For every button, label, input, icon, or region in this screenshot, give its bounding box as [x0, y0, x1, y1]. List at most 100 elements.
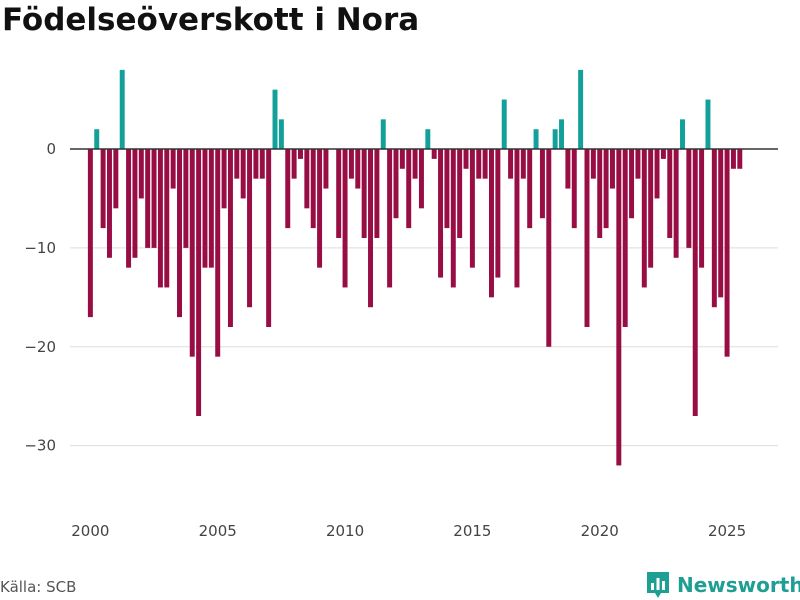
bar [406, 149, 412, 229]
bar [552, 129, 558, 149]
bar [208, 149, 214, 268]
x-tick-label: 2005 [199, 522, 237, 540]
bar [425, 129, 431, 149]
bar [399, 149, 405, 169]
bar [272, 89, 278, 149]
bar [578, 69, 584, 149]
bar [215, 149, 221, 357]
bar [297, 149, 303, 159]
bar [495, 149, 501, 278]
y-tick-label: −20 [24, 338, 56, 356]
bar [559, 119, 565, 149]
bar [126, 149, 132, 268]
bar [221, 149, 227, 209]
bar [418, 149, 424, 209]
bar [508, 149, 514, 179]
y-tick-label: 0 [46, 140, 56, 158]
bar [164, 149, 170, 288]
bar [520, 149, 526, 179]
bar [291, 149, 297, 179]
bar [87, 149, 93, 318]
y-tick-label: −30 [24, 437, 56, 455]
bar [737, 149, 743, 169]
source-label: Källa: SCB [0, 578, 77, 596]
bar [616, 149, 622, 466]
bar [724, 149, 730, 357]
bar [157, 149, 163, 288]
x-tick-label: 2010 [326, 522, 364, 540]
bar [667, 149, 673, 238]
bar [641, 149, 647, 288]
bar [482, 149, 488, 179]
bar [546, 149, 552, 347]
bar [609, 149, 615, 189]
bar [565, 149, 571, 189]
bar [438, 149, 444, 278]
bar [622, 149, 628, 327]
bar [202, 149, 208, 268]
bar [151, 149, 157, 248]
bar [584, 149, 590, 327]
bar [132, 149, 138, 258]
bar [285, 149, 291, 229]
bar [138, 149, 144, 199]
bar [106, 149, 112, 258]
bar [393, 149, 399, 219]
bar [183, 149, 189, 248]
bar [539, 149, 545, 219]
bar [355, 149, 361, 189]
bar [603, 149, 609, 229]
bar [177, 149, 182, 318]
bar [342, 149, 348, 288]
bar [692, 149, 698, 416]
newsworthy-logo-icon [647, 572, 669, 598]
bar [660, 149, 666, 159]
bar [310, 149, 316, 229]
bar [450, 149, 456, 288]
bar [170, 149, 176, 189]
newsworthy-logo[interactable]: Newsworthy [645, 570, 800, 600]
bar [145, 149, 151, 248]
bar [431, 149, 437, 159]
bar [304, 149, 310, 209]
bar [654, 149, 660, 199]
bar [368, 149, 374, 308]
bar [247, 149, 253, 308]
x-tick-label: 2020 [581, 522, 619, 540]
brand-name: Newsworthy [677, 573, 800, 597]
bar [629, 149, 635, 219]
x-tick-label: 2000 [71, 522, 109, 540]
bar [711, 149, 717, 308]
bar [635, 149, 641, 179]
bar [336, 149, 342, 238]
bar [189, 149, 195, 357]
bar [501, 99, 507, 149]
bar [240, 149, 246, 199]
bar [444, 149, 450, 229]
bar [253, 149, 259, 179]
bar [457, 149, 463, 238]
bar [196, 149, 202, 416]
bar [234, 149, 240, 179]
bar [100, 149, 106, 229]
bar [380, 119, 386, 149]
y-tick-label: −10 [24, 239, 56, 257]
bar [469, 149, 475, 268]
bar [348, 149, 354, 179]
bar [527, 149, 533, 229]
bar [227, 149, 233, 327]
bar [699, 149, 705, 268]
bar [489, 149, 494, 298]
x-tick-label: 2015 [453, 522, 491, 540]
bar [705, 99, 711, 149]
bar [278, 119, 284, 149]
bar [259, 149, 265, 179]
chart-title: Födelseöverskott i Nora [2, 2, 420, 38]
bar [718, 149, 724, 298]
bar [94, 129, 100, 149]
bar [680, 119, 685, 149]
bar [387, 149, 393, 288]
bar [323, 149, 329, 189]
bar [476, 149, 482, 179]
